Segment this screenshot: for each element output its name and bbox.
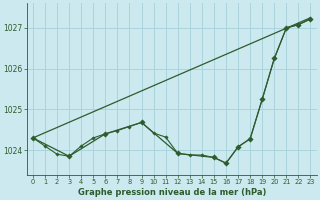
X-axis label: Graphe pression niveau de la mer (hPa): Graphe pression niveau de la mer (hPa): [77, 188, 266, 197]
